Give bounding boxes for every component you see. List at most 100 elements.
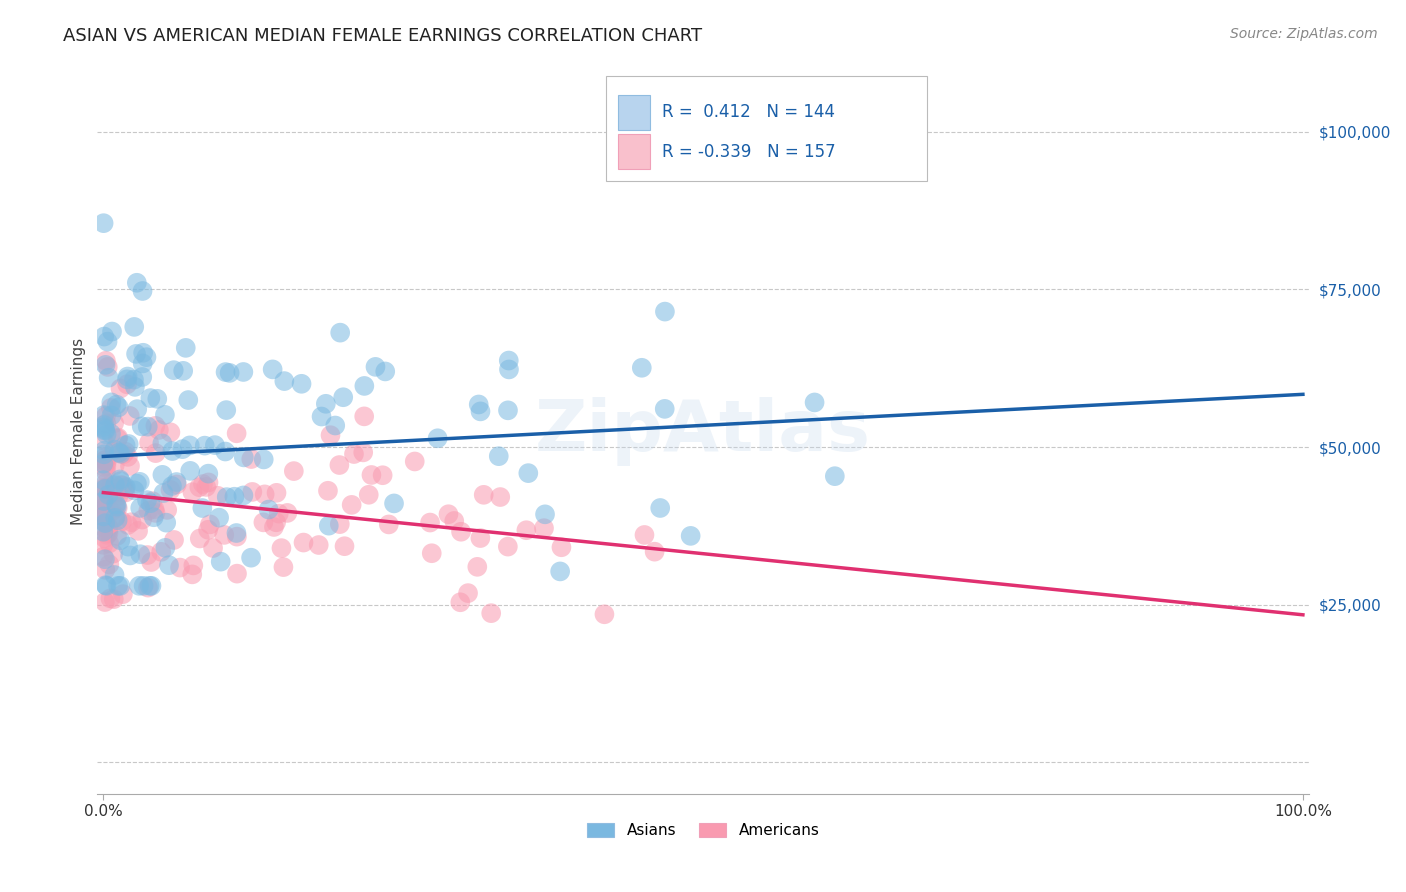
Point [103,592,125,607]
Point [515,523,537,537]
Point [100,395,122,409]
Point [496,403,519,417]
Point [197,523,219,537]
Point [257,502,280,516]
Point [117,369,139,384]
Point [420,546,443,560]
Point [263,520,285,534]
Point [93,453,115,467]
Point [97,521,120,535]
Point [125,347,148,361]
Point [97,488,120,502]
Point [146,392,169,406]
Point [290,376,312,391]
Point [270,541,292,555]
Point [470,531,492,545]
Point [94,452,117,467]
Point [136,548,159,562]
Point [110,382,132,396]
Point [97,526,120,541]
Point [162,444,184,458]
Point [100,477,122,491]
Point [132,345,155,359]
Point [93,510,115,524]
Point [253,487,276,501]
Point [94,358,117,372]
Point [316,483,339,498]
Point [209,555,232,569]
Point [94,516,117,530]
Point [93,509,115,524]
Y-axis label: Median Female Earnings: Median Female Earnings [72,338,86,524]
Point [93,417,115,432]
Point [125,276,148,290]
Point [465,559,488,574]
Point [215,403,238,417]
Point [100,487,122,501]
Point [94,476,117,491]
Point [122,319,145,334]
Point [131,419,153,434]
Point [630,360,652,375]
Point [105,509,128,524]
Point [115,372,138,386]
Point [93,422,115,436]
Point [94,595,117,609]
Point [96,427,118,442]
Point [128,475,150,489]
Point [191,477,214,491]
Point [292,535,315,549]
Point [225,526,247,541]
Point [226,566,249,581]
Point [105,498,128,512]
Point [110,447,132,461]
Point [135,350,157,364]
Point [352,445,374,459]
Point [107,500,129,515]
Point [650,500,672,515]
Point [364,359,387,374]
Point [179,438,201,452]
Point [449,595,471,609]
Point [148,423,170,437]
Point [127,402,149,417]
Point [644,544,666,558]
Point [150,545,173,559]
Point [450,524,472,539]
Point [100,426,122,441]
Point [96,579,118,593]
Point [136,419,159,434]
Point [118,437,141,451]
Point [188,480,211,494]
Point [496,540,519,554]
Point [94,353,117,368]
Point [138,435,160,450]
Point [103,568,125,582]
Point [105,485,128,500]
Point [94,465,117,479]
Point [654,401,676,416]
Point [145,418,167,433]
Point [208,510,231,524]
Point [110,474,132,488]
Point [114,438,136,452]
Point [470,404,492,418]
Point [93,329,115,343]
Point [94,482,117,496]
Point [212,528,235,542]
Point [118,458,141,473]
Point [517,466,540,480]
Point [94,578,117,592]
Point [96,417,118,431]
Point [131,284,153,298]
Point [160,479,183,493]
Point [194,439,217,453]
Point [197,475,219,490]
Point [159,425,181,440]
Point [319,428,342,442]
Point [94,453,117,467]
Point [96,458,118,473]
FancyBboxPatch shape [619,95,650,130]
Point [443,514,465,528]
Point [105,500,128,514]
